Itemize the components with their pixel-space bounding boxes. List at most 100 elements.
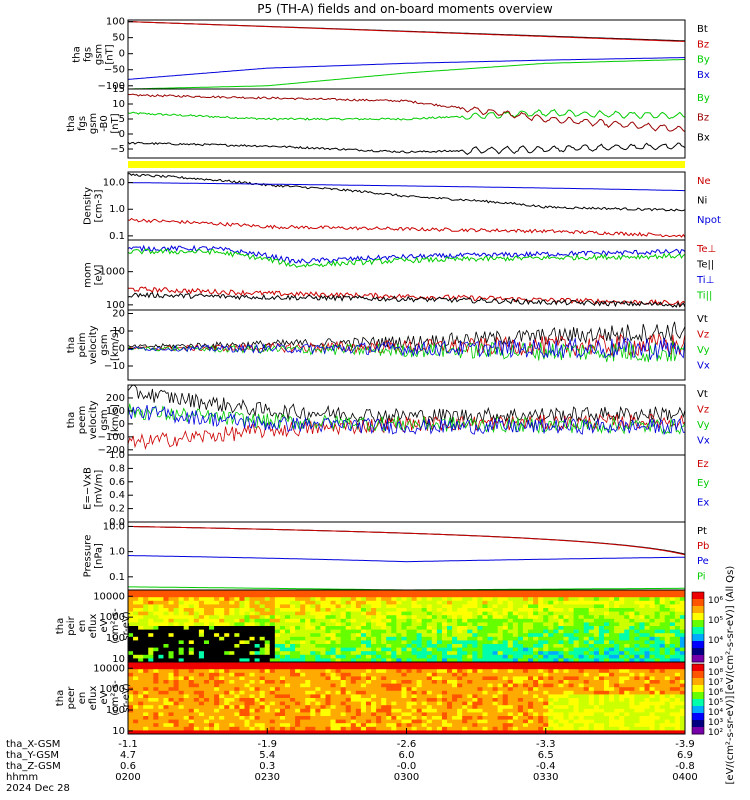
ytick-label: 1000 [100, 267, 125, 278]
ylabel-line: fgs [77, 116, 88, 131]
legend-Pi: Pi [697, 571, 706, 582]
xrow-value: -3.3 [536, 739, 556, 750]
ytick-label: 0 [119, 344, 125, 355]
ylabel-line: tha [66, 115, 77, 131]
colorbar-tick: 10⁸ [708, 668, 723, 678]
ylabel-line: eV [99, 619, 110, 632]
ylabel-line: Density [83, 187, 94, 225]
legend-Bx: Bx [697, 132, 710, 143]
colorbar-tick: 10² [708, 728, 723, 738]
ytick-label: 100 [106, 300, 125, 311]
panel-ylabel: thapeirenefluxeV(cm²-s-sr-eV) [55, 608, 132, 644]
ylabel-line: eflux [88, 686, 99, 711]
quality-bar [128, 161, 685, 168]
panel-6: 200 100 0 −100 −200 Vt Vz Vy Vx thapeemvelocitygs… [66, 384, 710, 456]
series-line-Bx [127, 57, 686, 80]
legend-Ti||: Ti|| [696, 291, 712, 302]
ylabel-line: [km/s] [110, 404, 121, 436]
colorbar-label: [eV/(cm²-s-sr-eV)] (All Qs) [725, 566, 736, 695]
panel-ylabel: thafgsgsm[nT] [72, 44, 116, 65]
ytick-label: 0.0 [109, 517, 125, 528]
legend-Vt: Vt [697, 389, 708, 400]
ylabel-line: [cm-3] [94, 189, 105, 222]
ytick-label: −100 [98, 432, 125, 443]
ylabel-line: -B0 [99, 115, 110, 131]
ylabel-line: peir [66, 615, 77, 635]
ytick-label: 0.1 [109, 572, 125, 583]
legend-Vx: Vx [697, 361, 710, 372]
ylabel-line: eflux [88, 614, 99, 639]
ylabel-line: tha [55, 618, 66, 634]
series-line-Pe [127, 555, 685, 563]
legend-Ti⊥: Ti⊥ [696, 275, 714, 286]
ylabel-line: eV [99, 691, 110, 704]
xrow-value: 6.0 [399, 750, 415, 761]
ylabel-line: sr-eV) [121, 683, 132, 712]
panel-3: 10.0 1.0 0.1 Ne Ni Npot Density[cm-3] [83, 171, 721, 242]
xrow-value: -3.9 [675, 739, 695, 750]
legend-Ez: Ez [697, 459, 709, 470]
ytick-label: 1.0 [109, 547, 125, 558]
series-line-Te|| [127, 292, 686, 308]
ytick-label: 100 [106, 705, 125, 716]
legend-Pe: Pe [697, 556, 709, 567]
ytick-label: 100 [106, 17, 125, 28]
colorbar-tick: 10⁴ [708, 636, 723, 646]
xrow-value: 0200 [115, 772, 140, 783]
ylabel-line: [nT] [105, 44, 116, 64]
panel-ylabel: thapeemvelocitygsm[km/s] [66, 400, 121, 439]
ytick-label: 0.8 [109, 463, 125, 474]
panel-ylabel: Density[cm-3] [83, 187, 105, 225]
panel-frame [127, 309, 686, 381]
legend-Bz: Bz [697, 39, 709, 50]
colorbar-tick: 10⁶ [708, 688, 723, 698]
legend-Te⊥: Te⊥ [696, 244, 716, 255]
ylabel-line: [km/s] [110, 329, 121, 361]
legend-Ex: Ex [697, 497, 709, 508]
legend-Bz: Bz [697, 113, 709, 124]
ytick-label: 10 [112, 654, 125, 665]
ylabel-line: gsm [94, 44, 105, 65]
legend-Ne: Ne [697, 176, 711, 187]
ylabel-line: E=−VxB [83, 467, 94, 510]
ylabel-line: mom [83, 262, 94, 288]
ytick-label: 100 [106, 633, 125, 644]
series-line-Vt [127, 321, 686, 350]
xrow-label: tha_Z-GSM [6, 761, 61, 772]
xrow-value: -0.8 [675, 761, 695, 772]
panel-ylabel: thapeimvelocitygsm[km/s] [66, 325, 121, 364]
ylabel-line: gsm [99, 334, 110, 355]
panel-ylabel: mom[eV] [83, 262, 105, 288]
panel-1: 100 50 0 −50 −100 Bt Bz By Bx thafgsgsm[nT] [72, 17, 710, 92]
legend-By: By [697, 55, 710, 66]
legend-By: By [697, 93, 710, 104]
series-line-Ti|| [127, 248, 686, 268]
panel-frame [127, 171, 686, 241]
ylabel-line: [nT] [110, 113, 121, 133]
ytick-label: 10 [112, 726, 125, 737]
xrow-value: -1.9 [257, 739, 277, 750]
ylabel-line: tha [72, 46, 83, 62]
ylabel-line: (cm²-s- [110, 608, 121, 644]
legend-Ey: Ey [697, 478, 709, 489]
ytick-label: 0 [119, 419, 125, 430]
xrow-value: -2.6 [397, 739, 417, 750]
xrow-value: -0.0 [397, 761, 417, 772]
ytick-label: −10 [104, 361, 125, 372]
ylabel-line: velocity [88, 325, 99, 364]
legend-Pt: Pt [697, 526, 707, 537]
legend-Bt: Bt [697, 24, 708, 35]
xrow-value: 0300 [394, 772, 419, 783]
ylabel-line: gsm [99, 409, 110, 430]
panel-ylabel: thafgsgsm-B0[nT] [66, 113, 121, 134]
ytick-label: 1.0 [109, 450, 125, 461]
xrow-value: 4.7 [120, 750, 136, 761]
panel-frame [127, 88, 686, 159]
xrow-value: 0400 [672, 772, 697, 783]
colorbar-tick: 10³ [708, 656, 723, 666]
series-line-Vx [127, 404, 685, 436]
ylabel-line: Pressure [83, 535, 94, 578]
